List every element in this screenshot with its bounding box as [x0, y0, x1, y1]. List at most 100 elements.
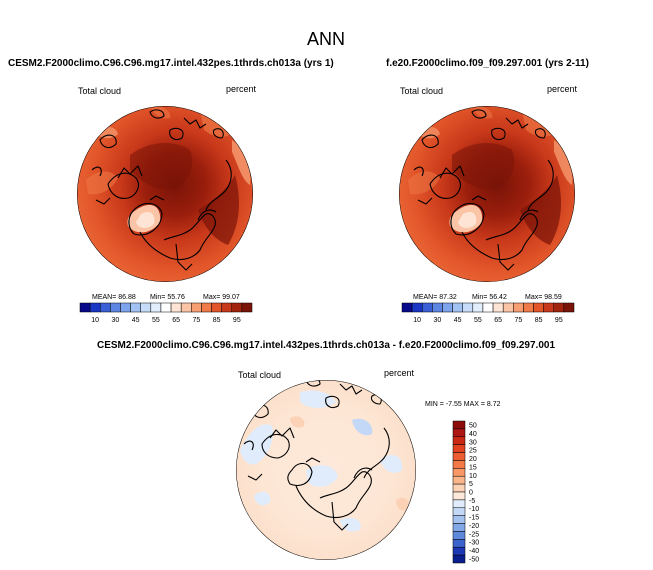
colorbar-tick-label: 10: [413, 317, 421, 324]
field-label: Total cloud: [78, 86, 121, 96]
polar-map: [236, 380, 416, 560]
colorbar-tick-label: 40: [469, 431, 477, 438]
colorbar-tick-label: 30: [112, 317, 120, 324]
colorbar-swatch: [180, 302, 192, 313]
colorbar-swatch: [211, 302, 222, 313]
colorbar-tick-label: -40: [469, 548, 479, 555]
colorbar-swatch: [191, 302, 202, 313]
colorbar-tick-label: 10: [91, 317, 99, 324]
colorbar-swatch: [472, 302, 484, 313]
colorbar-swatch: [120, 302, 131, 313]
colorbar-tick-label: 30: [434, 317, 442, 324]
colorbar-swatch: [432, 302, 443, 313]
colorbar-tick-label: -10: [469, 506, 479, 513]
colorbar-swatch: [110, 302, 121, 313]
colorbar-swatch: [513, 302, 524, 313]
colorbar-tick-label: 30: [469, 439, 477, 446]
colorbar-tick-label: 85: [535, 317, 543, 324]
colorbar-tick-label: 55: [474, 317, 482, 324]
colorbar-swatch: [452, 444, 466, 453]
colorbar: 10 30 45 55 65 75 85 95: [401, 302, 575, 324]
colorbar-tick-label: 75: [192, 317, 200, 324]
colorbar-swatch: [452, 499, 466, 509]
colorbar-swatch: [563, 302, 575, 313]
colorbar-tick-label: 10: [469, 473, 477, 480]
colorbar-tick-label: 95: [555, 317, 563, 324]
colorbar-swatch: [452, 428, 466, 438]
colorbar-swatch: [221, 302, 233, 313]
stat-min-max: MIN = -7.55 MAX = 8.72: [425, 401, 501, 408]
colorbar-tick-label: -25: [469, 531, 479, 538]
colorbar-swatch: [452, 475, 466, 485]
colorbar-tick-label: 55: [152, 317, 160, 324]
panel-difference: CESM2.F2000climo.C96.C96.mg17.intel.432p…: [97, 340, 555, 563]
colorbar-tick-label: 75: [514, 317, 522, 324]
colorbar-tick-label: 50: [469, 423, 477, 430]
units-label: percent: [384, 368, 415, 378]
units-label: percent: [547, 84, 578, 94]
colorbar-tick-label: 45: [132, 317, 140, 324]
colorbar-swatch: [452, 420, 466, 430]
colorbar-swatch: [492, 302, 504, 313]
colorbar-swatch: [170, 302, 182, 313]
colorbar-tick-label: 65: [172, 317, 180, 324]
stat-mean: MEAN= 87.32: [413, 294, 457, 301]
colorbar-swatch: [452, 491, 466, 501]
colorbar-swatch: [401, 302, 413, 313]
colorbar-tick-label: 85: [213, 317, 221, 324]
colorbar-swatch: [482, 302, 494, 313]
colorbar-tick-label: -20: [469, 523, 479, 530]
colorbar-tick-label: 25: [469, 448, 477, 455]
panel-title: f.e20.F2000climo.f09_f09.297.001 (yrs 2-…: [386, 58, 589, 69]
panel-title: CESM2.F2000climo.C96.C96.mg17.intel.432p…: [8, 58, 334, 69]
colorbar-tick-label: -30: [469, 540, 479, 547]
colorbar-swatch: [543, 302, 555, 313]
stat-max: Max= 99.07: [203, 294, 240, 301]
colorbar-swatch: [452, 515, 466, 524]
colorbar-tick-label: 20: [469, 456, 477, 463]
colorbar: 10 30 45 55 65 75 85 95: [79, 302, 253, 324]
colorbar-tick-label: -5: [469, 498, 475, 505]
colorbar-swatch: [452, 302, 463, 313]
colorbar-swatch: [99, 302, 111, 313]
colorbar-swatch: [452, 531, 466, 540]
colorbar-tick-label: 0: [469, 490, 473, 497]
colorbar-swatch: [421, 302, 433, 313]
colorbar-tick-label: 65: [494, 317, 502, 324]
stat-min: Min= 56.42: [472, 294, 507, 301]
colorbar-swatch: [452, 523, 466, 532]
colorbar-tick-label: 45: [454, 317, 462, 324]
panel-title: CESM2.F2000climo.C96.C96.mg17.intel.432p…: [97, 340, 555, 351]
colorbar-swatch: [523, 302, 534, 313]
polar-map: [77, 106, 253, 282]
colorbar-swatch: [452, 460, 466, 469]
colorbar-swatch: [411, 302, 423, 313]
stat-max: Max= 98.59: [525, 294, 562, 301]
colorbar-tick-label: -50: [469, 556, 479, 563]
stat-min: Min= 55.76: [150, 294, 185, 301]
colorbar-swatch: [452, 539, 466, 548]
colorbar-swatch: [130, 302, 141, 313]
stat-mean: MEAN= 86.88: [92, 294, 136, 301]
colorbar-tick-label: 15: [469, 464, 477, 471]
colorbar-swatch: [462, 302, 474, 313]
panel-test-case: CESM2.F2000climo.C96.C96.mg17.intel.432p…: [8, 58, 334, 324]
colorbar-tick-label: 5: [469, 481, 473, 488]
figure-title: ANN: [307, 29, 345, 49]
colorbar-swatch: [160, 302, 172, 313]
colorbar-swatch: [241, 302, 253, 313]
colorbar-swatch: [452, 452, 466, 461]
colorbar-swatch: [553, 302, 565, 313]
colorbar-swatch: [140, 302, 152, 313]
colorbar-swatch: [452, 483, 466, 493]
colorbar-swatch: [452, 436, 466, 445]
colorbar-swatch: [452, 554, 466, 564]
colorbar-swatch: [231, 302, 243, 313]
colorbar-swatch: [442, 302, 453, 313]
colorbar-swatch: [79, 302, 91, 313]
colorbar-swatch: [201, 302, 212, 313]
panel-control-case: f.e20.F2000climo.f09_f09.297.001 (yrs 2-…: [386, 58, 589, 324]
colorbar-swatch: [89, 302, 101, 313]
units-label: percent: [226, 84, 257, 94]
